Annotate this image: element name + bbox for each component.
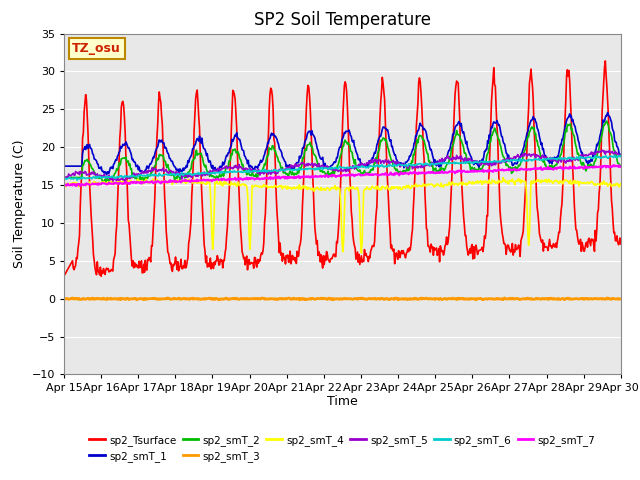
sp2_smT_5: [70, 172, 78, 178]
sp2_smT_4: [70, 180, 78, 185]
sp2_smT_4: [184, 179, 192, 185]
sp2_smT_4: [617, 181, 625, 187]
sp2_smT_7: [428, 169, 435, 175]
sp2_smT_7: [185, 178, 193, 184]
sp2_smT_5: [60, 174, 68, 180]
sp2_smT_4: [214, 179, 221, 185]
sp2_smT_4: [358, 250, 365, 256]
sp2_smT_5: [185, 171, 193, 177]
sp2_smT_2: [128, 172, 136, 178]
sp2_smT_2: [70, 175, 78, 180]
sp2_smT_3: [127, 296, 135, 301]
sp2_Tsurface: [602, 58, 609, 64]
sp2_smT_1: [617, 152, 625, 157]
Line: sp2_smT_6: sp2_smT_6: [64, 156, 621, 180]
sp2_smT_7: [617, 164, 625, 170]
Y-axis label: Soil Temperature (C): Soil Temperature (C): [13, 140, 26, 268]
sp2_Tsurface: [97, 273, 105, 279]
sp2_smT_6: [128, 174, 136, 180]
sp2_smT_5: [617, 152, 625, 158]
sp2_smT_2: [617, 164, 625, 170]
sp2_Tsurface: [411, 173, 419, 179]
sp2_smT_6: [411, 162, 419, 168]
sp2_smT_7: [214, 177, 222, 182]
sp2_smT_6: [617, 154, 625, 159]
sp2_Tsurface: [128, 263, 136, 269]
sp2_smT_7: [411, 169, 419, 175]
sp2_smT_2: [102, 180, 109, 186]
sp2_smT_2: [428, 160, 435, 166]
sp2_smT_7: [60, 183, 68, 189]
Line: sp2_smT_2: sp2_smT_2: [64, 121, 621, 183]
Line: sp2_smT_1: sp2_smT_1: [64, 112, 621, 175]
Line: sp2_smT_3: sp2_smT_3: [64, 298, 621, 300]
sp2_smT_2: [411, 148, 419, 154]
Line: sp2_Tsurface: sp2_Tsurface: [64, 61, 621, 276]
sp2_smT_4: [127, 179, 135, 185]
sp2_smT_1: [128, 157, 136, 163]
sp2_smT_5: [598, 147, 606, 153]
sp2_smT_4: [428, 181, 435, 187]
sp2_smT_6: [74, 177, 81, 183]
sp2_smT_1: [428, 146, 435, 152]
sp2_smT_6: [185, 170, 193, 176]
sp2_smT_2: [185, 169, 193, 175]
sp2_smT_1: [214, 167, 222, 173]
sp2_smT_1: [70, 163, 78, 169]
Legend: sp2_Tsurface, sp2_smT_1, sp2_smT_2, sp2_smT_3, sp2_smT_4, sp2_smT_5, sp2_smT_6, : sp2_Tsurface, sp2_smT_1, sp2_smT_2, sp2_…: [85, 431, 600, 466]
sp2_smT_2: [214, 175, 222, 181]
sp2_smT_1: [185, 159, 193, 165]
sp2_smT_3: [214, 297, 222, 302]
sp2_smT_2: [60, 175, 68, 180]
sp2_smT_3: [617, 296, 625, 302]
sp2_Tsurface: [70, 267, 78, 273]
sp2_smT_5: [411, 165, 419, 170]
sp2_Tsurface: [60, 273, 68, 279]
sp2_smT_7: [610, 162, 618, 168]
sp2_smT_7: [128, 179, 136, 185]
sp2_smT_3: [428, 296, 436, 302]
sp2_smT_4: [411, 183, 419, 189]
sp2_smT_1: [604, 109, 611, 115]
sp2_Tsurface: [214, 256, 222, 262]
sp2_smT_6: [60, 176, 68, 181]
sp2_smT_4: [499, 175, 507, 180]
sp2_smT_6: [70, 176, 78, 181]
sp2_Tsurface: [617, 241, 625, 247]
sp2_smT_3: [164, 295, 172, 301]
sp2_smT_5: [214, 166, 222, 171]
sp2_smT_6: [428, 161, 435, 167]
sp2_smT_2: [603, 118, 611, 124]
sp2_Tsurface: [428, 241, 435, 247]
Line: sp2_smT_7: sp2_smT_7: [64, 165, 621, 186]
sp2_smT_5: [428, 163, 435, 168]
X-axis label: Time: Time: [327, 395, 358, 408]
sp2_smT_5: [128, 175, 136, 180]
sp2_smT_6: [214, 170, 222, 176]
sp2_smT_3: [185, 296, 193, 302]
Title: SP2 Soil Temperature: SP2 Soil Temperature: [254, 11, 431, 29]
Line: sp2_smT_5: sp2_smT_5: [64, 150, 621, 182]
sp2_Tsurface: [185, 240, 193, 246]
sp2_smT_1: [60, 163, 68, 169]
sp2_smT_7: [70, 181, 78, 187]
sp2_smT_3: [412, 295, 419, 301]
sp2_smT_4: [60, 183, 68, 189]
sp2_smT_3: [215, 297, 223, 303]
Text: TZ_osu: TZ_osu: [72, 42, 121, 55]
sp2_smT_5: [122, 180, 129, 185]
sp2_smT_7: [76, 183, 84, 189]
sp2_smT_1: [103, 172, 111, 178]
sp2_smT_3: [70, 296, 78, 302]
sp2_smT_1: [411, 139, 419, 145]
Line: sp2_smT_4: sp2_smT_4: [64, 178, 621, 253]
sp2_smT_3: [60, 296, 68, 302]
sp2_smT_6: [611, 153, 618, 158]
